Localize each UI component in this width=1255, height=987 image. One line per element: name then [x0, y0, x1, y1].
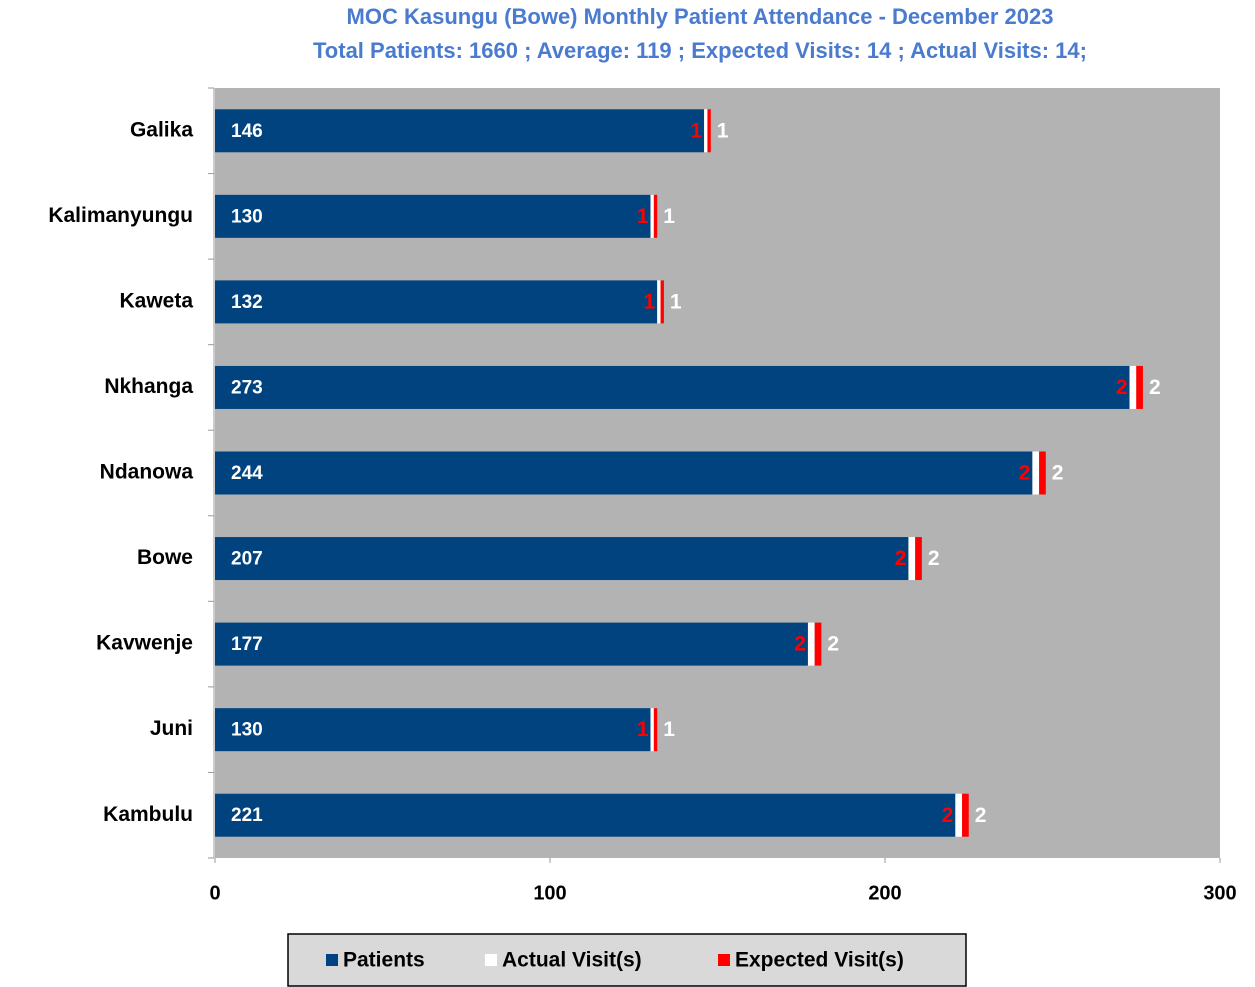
- x-tick-label: 300: [1203, 882, 1236, 904]
- value-label: 2: [975, 804, 987, 827]
- bar-segment: [215, 537, 909, 581]
- value-label: 130: [231, 206, 263, 227]
- value-label: 2: [827, 633, 839, 656]
- value-label: 130: [231, 720, 263, 741]
- y-tick-label: Galika: [130, 118, 193, 141]
- legend-swatch: [326, 954, 338, 966]
- value-label: 2: [1149, 376, 1161, 399]
- x-tick-label: 0: [209, 882, 220, 904]
- y-tick-label: Juni: [150, 717, 193, 740]
- value-label: 1: [670, 290, 682, 313]
- bar-segment: [704, 109, 708, 153]
- value-label: 207: [231, 549, 263, 570]
- value-label: 132: [231, 292, 263, 313]
- chart-subtitle: Total Patients: 1660 ; Average: 119 ; Ex…: [313, 38, 1087, 63]
- legend: [287, 933, 967, 987]
- bar-segment: [653, 708, 658, 752]
- value-label: 1: [644, 290, 656, 313]
- y-tick-label: Kambulu: [103, 803, 193, 826]
- bar-segment: [215, 109, 705, 153]
- bar-segment: [1039, 451, 1046, 495]
- bar-segment: [807, 622, 815, 666]
- legend-swatch: [485, 954, 497, 966]
- bar-segment: [653, 194, 658, 238]
- bar-segment: [955, 793, 963, 837]
- value-label: 1: [637, 718, 649, 741]
- bar-segment: [660, 280, 664, 324]
- value-label: 177: [231, 634, 263, 655]
- value-label: 1: [663, 718, 675, 741]
- value-label: 1: [663, 205, 675, 228]
- bar-segment: [657, 280, 661, 324]
- bar-segment: [1032, 451, 1040, 495]
- value-label: 2: [928, 547, 940, 570]
- bar-segment: [215, 451, 1033, 495]
- bar-segment: [215, 793, 956, 837]
- bar-segment: [962, 793, 969, 837]
- value-label: 244: [231, 463, 263, 484]
- bar-segment: [1129, 365, 1137, 409]
- bar-segment: [215, 622, 808, 666]
- y-tick-label: Kavwenje: [96, 632, 193, 655]
- legend-label: Expected Visit(s): [735, 949, 904, 972]
- bar-segment: [1136, 365, 1143, 409]
- legend-swatch: [718, 954, 730, 966]
- bar-segment: [707, 109, 711, 153]
- x-tick-label: 200: [868, 882, 901, 904]
- y-tick-label: Nkhanga: [104, 375, 193, 398]
- bar-segment: [650, 194, 654, 238]
- bar-segment: [215, 365, 1130, 409]
- value-label: 2: [1019, 462, 1031, 485]
- value-label: 221: [231, 805, 263, 826]
- legend-label: Actual Visit(s): [502, 949, 642, 972]
- x-tick-label: 100: [533, 882, 566, 904]
- y-tick-label: Kalimanyungu: [48, 204, 193, 227]
- bar-segment: [814, 622, 822, 666]
- bar-segment: [908, 537, 916, 581]
- value-label: 1: [637, 205, 649, 228]
- value-label: 2: [895, 547, 907, 570]
- y-tick-label: Kaweta: [119, 289, 193, 312]
- value-label: 273: [231, 377, 263, 398]
- bar-segment: [650, 708, 654, 752]
- legend-label: Patients: [343, 949, 425, 972]
- value-label: 2: [1116, 376, 1128, 399]
- value-label: 2: [794, 633, 806, 656]
- bar-segment: [215, 708, 651, 752]
- value-label: 2: [1052, 462, 1064, 485]
- chart-title: MOC Kasungu (Bowe) Monthly Patient Atten…: [347, 4, 1054, 29]
- bar-segment: [215, 280, 658, 324]
- value-label: 1: [717, 119, 729, 142]
- value-label: 2: [942, 804, 954, 827]
- bar-segment: [215, 194, 651, 238]
- bar-segment: [915, 537, 922, 581]
- y-tick-label: Bowe: [137, 546, 193, 569]
- value-label: 1: [690, 119, 702, 142]
- y-tick-label: Ndanowa: [100, 461, 194, 484]
- value-label: 146: [231, 121, 263, 142]
